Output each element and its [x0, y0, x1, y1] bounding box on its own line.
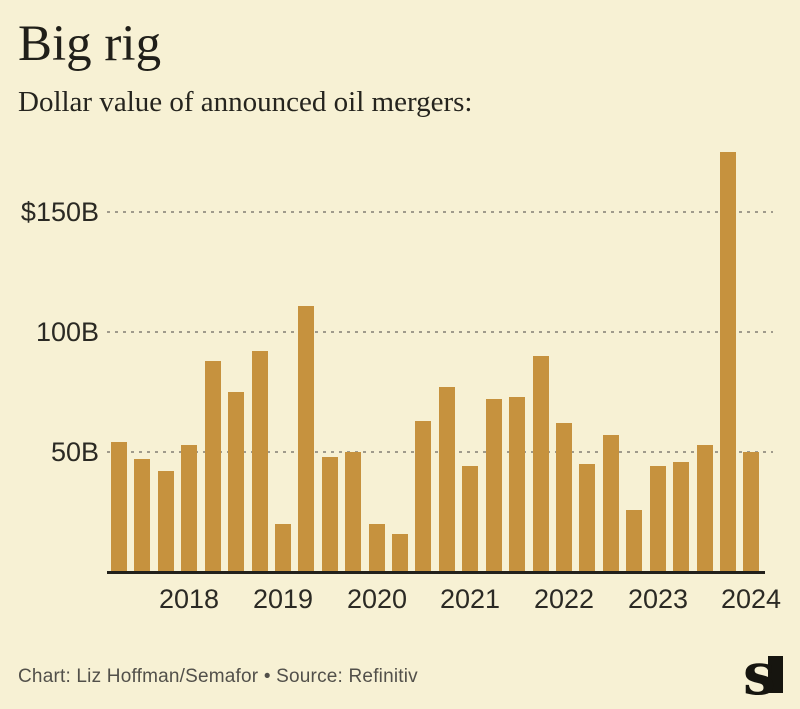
gridline-150B	[107, 211, 773, 213]
bar	[392, 534, 408, 572]
svg-text:s: s	[745, 653, 776, 697]
bar	[673, 462, 689, 572]
bar	[697, 445, 713, 572]
gridline-100B	[107, 331, 773, 333]
bar	[720, 152, 736, 572]
bar	[345, 452, 361, 572]
x-axis-tick-label: 2018	[158, 584, 220, 614]
semafor-logo: s	[745, 653, 783, 697]
bar	[228, 392, 244, 572]
x-axis-tick-label: 2022	[533, 584, 595, 614]
bar	[533, 356, 549, 572]
bar	[603, 435, 619, 572]
bar	[509, 397, 525, 572]
x-axis-tick-label: 2023	[627, 584, 689, 614]
y-axis-tick-label: 50B	[50, 437, 99, 467]
bar	[462, 466, 478, 572]
bar	[626, 510, 642, 572]
bar	[111, 442, 127, 572]
bar	[579, 464, 595, 572]
y-axis-tick-label: $150B	[20, 197, 99, 227]
bar	[650, 466, 666, 572]
x-axis-line	[107, 571, 765, 574]
bar	[415, 421, 431, 572]
credit-line: Chart: Liz Hoffman/Semafor • Source: Ref…	[18, 666, 418, 687]
bar	[556, 423, 572, 572]
x-axis-tick-label: 2020	[346, 584, 408, 614]
page-title: Big rig	[18, 16, 162, 72]
bar	[275, 524, 291, 572]
bar	[252, 351, 268, 572]
bar	[181, 445, 197, 572]
bar	[298, 306, 314, 572]
bar	[158, 471, 174, 572]
chart-subtitle: Dollar value of announced oil mergers:	[18, 86, 473, 118]
bar	[322, 457, 338, 572]
bar	[205, 361, 221, 572]
bar	[486, 399, 502, 572]
bar	[439, 387, 455, 572]
x-axis-tick-label: 2024	[720, 584, 782, 614]
bar	[369, 524, 385, 572]
x-axis-tick-label: 2019	[252, 584, 314, 614]
y-axis-tick-label: 100B	[35, 317, 99, 347]
bar	[134, 459, 150, 572]
x-axis-tick-label: 2021	[439, 584, 501, 614]
bar	[743, 452, 759, 572]
